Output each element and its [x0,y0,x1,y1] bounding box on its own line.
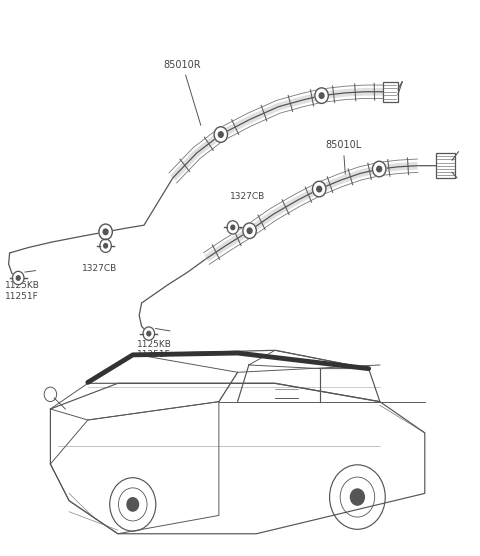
Circle shape [103,229,108,235]
Circle shape [214,127,228,142]
Circle shape [12,271,24,285]
Circle shape [350,489,364,505]
Bar [383,82,398,102]
Circle shape [319,93,324,98]
Circle shape [315,88,328,103]
Circle shape [99,224,112,240]
Circle shape [231,225,235,230]
Circle shape [147,331,151,336]
Circle shape [127,498,139,511]
Circle shape [372,161,386,177]
Text: 1125KB
11251F: 1125KB 11251F [137,340,172,359]
Text: 1327CB: 1327CB [82,264,117,273]
Bar [436,153,455,178]
Circle shape [330,465,385,529]
Circle shape [16,276,20,280]
Text: 85010L: 85010L [325,140,361,175]
Circle shape [317,186,322,192]
Circle shape [312,181,326,197]
Circle shape [243,223,256,239]
Circle shape [110,478,156,531]
Circle shape [377,166,382,172]
Text: 1327CB: 1327CB [230,192,265,201]
Circle shape [143,327,155,340]
Circle shape [218,132,223,137]
Text: 1125KB
11251F: 1125KB 11251F [5,281,40,301]
Circle shape [104,244,108,248]
Circle shape [100,239,111,252]
Circle shape [227,221,239,234]
Text: 85010R: 85010R [164,59,201,125]
Circle shape [247,228,252,234]
